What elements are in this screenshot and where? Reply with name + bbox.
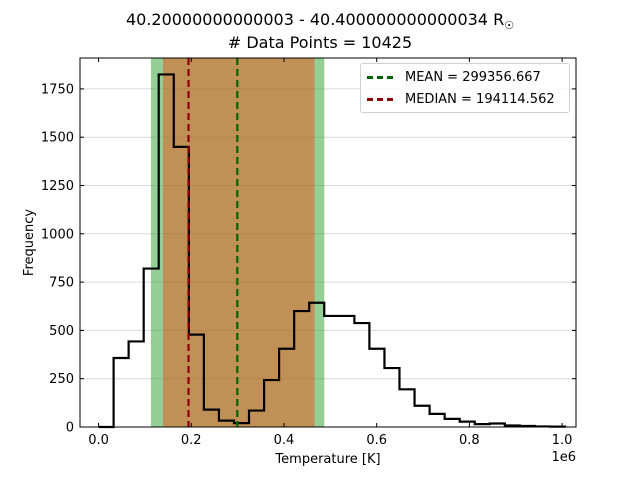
legend-swatch-mean	[367, 75, 393, 79]
y-tick-label-2: 500	[49, 324, 74, 339]
y-axis-label: Frequency	[22, 209, 37, 276]
chart-title-line1: 40.20000000000003 - 40.400000000000034 R…	[0, 10, 640, 32]
legend-entry-mean: MEAN = 299356.667	[367, 67, 541, 87]
y-tick-label-0: 0	[66, 421, 74, 436]
x-tick-label-3: 0.6	[366, 433, 387, 448]
legend-label-mean: MEAN = 299356.667	[405, 69, 541, 85]
histogram-outline	[98, 73, 567, 429]
x-tick-label-5: 1.0	[552, 433, 573, 448]
chart-legend: MEAN = 299356.667 MEDIAN = 194114.562	[360, 63, 570, 113]
x-tick-label-0: 0.0	[88, 433, 109, 448]
x-tick-label-2: 0.4	[274, 433, 295, 448]
legend-label-median: MEDIAN = 194114.562	[405, 91, 555, 107]
chart-title-line2: # Data Points = 10425	[227, 33, 413, 52]
legend-entry-median: MEDIAN = 194114.562	[367, 89, 555, 109]
legend-swatch-median	[367, 97, 393, 101]
sun-symbol: ☉	[504, 19, 515, 33]
shaded-band-2	[162, 58, 315, 427]
x-tick-label-1: 0.2	[181, 433, 202, 448]
x-axis-label: Temperature [K]	[274, 452, 380, 467]
y-tick-label-6: 1500	[41, 131, 74, 146]
plot-frame	[79, 57, 577, 428]
x-tick-label-4: 0.8	[459, 433, 480, 448]
y-tick-label-7: 1750	[41, 82, 74, 97]
chart-title-text: 40.20000000000003 - 40.400000000000034 R	[125, 10, 505, 29]
y-tick-label-4: 1000	[41, 227, 74, 242]
x-axis-offset-label: 1e6	[551, 450, 576, 465]
y-tick-label-1: 250	[49, 372, 74, 387]
y-tick-label-5: 1250	[41, 179, 74, 194]
y-tick-label-3: 750	[49, 276, 74, 291]
